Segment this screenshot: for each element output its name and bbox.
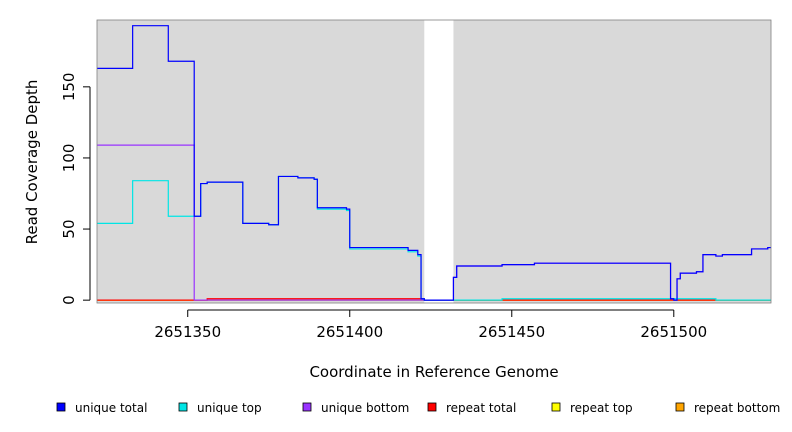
legend-label: unique bottom: [321, 401, 409, 415]
x-tick-label: 2651450: [478, 323, 545, 341]
legend-swatch: [427, 402, 437, 412]
x-tick-label: 2651500: [640, 323, 707, 341]
plot-border: [96, 19, 772, 304]
coverage-gap: [424, 20, 454, 303]
x-axis: 2651350 2651400 2651450 2651500: [154, 309, 707, 341]
legend-label: unique top: [197, 401, 262, 415]
x-axis-title: Coordinate in Reference Genome: [309, 363, 558, 381]
legend-label: repeat bottom: [694, 401, 780, 415]
legend: unique total unique top unique bottom repea…: [56, 401, 780, 415]
legend-label: repeat top: [570, 401, 633, 415]
y-axis-title: Read Coverage Depth: [23, 80, 41, 245]
legend-item-repeat-bottom: repeat bottom: [675, 401, 780, 415]
legend-label: unique total: [75, 401, 147, 415]
legend-swatch: [178, 402, 188, 412]
legend-swatch: [56, 402, 66, 412]
legend-item-unique-total: unique total: [56, 401, 147, 415]
y-axis: 0 50 100 150: [60, 73, 91, 305]
y-tick-label: 150: [60, 73, 78, 102]
legend-swatch: [551, 402, 561, 412]
legend-item-repeat-top: repeat top: [551, 401, 633, 415]
legend-swatch: [302, 402, 312, 412]
y-tick-label: 50: [60, 220, 78, 239]
legend-item-repeat-total: repeat total: [427, 401, 516, 415]
y-tick-label: 0: [60, 295, 78, 305]
legend-item-unique-bottom: unique bottom: [302, 401, 409, 415]
legend-swatch: [675, 402, 685, 412]
series-lines: [97, 25, 771, 301]
y-tick-label: 100: [60, 144, 78, 173]
legend-label: repeat total: [446, 401, 516, 415]
series-line-unique-total: [97, 25, 771, 301]
x-tick-label: 2651350: [154, 323, 221, 341]
legend-item-unique-top: unique top: [178, 401, 262, 415]
x-tick-label: 2651400: [316, 323, 383, 341]
